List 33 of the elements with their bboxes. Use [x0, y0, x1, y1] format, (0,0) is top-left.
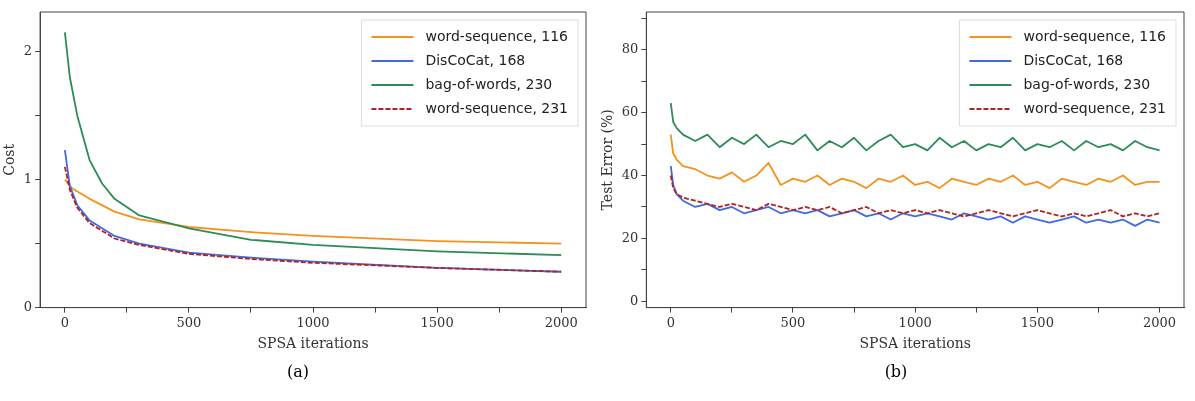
x-tick-label: 0	[60, 314, 70, 330]
legend-label: word-sequence, 116	[1023, 27, 1167, 44]
legend-label: bag-of-words, 230	[425, 75, 553, 92]
y-axis-title: Cost	[1, 143, 18, 176]
legend-label: bag-of-words, 230	[1023, 75, 1151, 92]
x-tick-label: 500	[176, 314, 202, 330]
y-tick-label: 2	[23, 43, 33, 59]
x-tick-label: 1500	[1020, 314, 1054, 330]
legend-label: word-sequence, 231	[425, 99, 569, 116]
x-tick-label: 1000	[296, 314, 330, 330]
y-axis-title: Test Error (%)	[599, 109, 616, 211]
legend-label: DisCoCat, 168	[425, 51, 526, 68]
x-tick-label: 2000	[544, 314, 578, 330]
text: (b)	[883, 362, 909, 381]
y-tick-label: 60	[621, 104, 639, 119]
legend-label: DisCoCat, 168	[1023, 51, 1124, 68]
y-tick-label: 40	[621, 166, 639, 182]
x-tick-label: 2000	[1143, 314, 1177, 330]
y-tick-label: 0	[23, 298, 33, 314]
legend-label: word-sequence, 231	[1023, 99, 1167, 116]
x-axis-title: SPSA iterations	[859, 335, 971, 352]
legend-label: word-sequence, 116	[425, 27, 569, 44]
x-tick-label: 500	[780, 314, 806, 330]
y-tick-label: 20	[621, 229, 639, 245]
y-tick-label: 0	[630, 292, 639, 308]
y-tick-label: 80	[621, 41, 639, 57]
x-tick-label: 1000	[898, 314, 932, 330]
x-tick-label: 0	[666, 314, 675, 330]
line-series	[669, 174, 1161, 218]
y-tick-label: 1	[23, 171, 33, 187]
text: (a)	[286, 362, 310, 381]
x-axis-title: SPSA iterations	[257, 335, 369, 352]
x-tick-label: 1500	[420, 314, 454, 330]
